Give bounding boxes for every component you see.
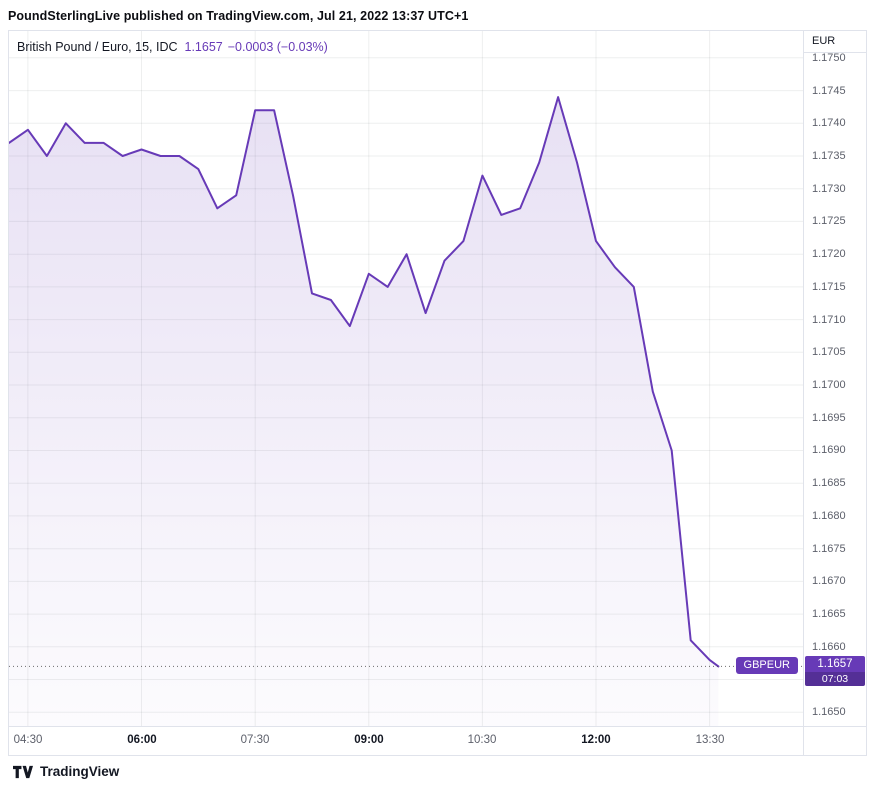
area-fill (9, 97, 719, 726)
price-tick-label: 1.1705 (812, 346, 846, 358)
price-tick-label: 1.1695 (812, 412, 846, 424)
footer: TradingView (0, 756, 875, 787)
plot-area[interactable]: British Pound / Euro, 15, IDC 1.1657 −0.00… (9, 31, 803, 727)
price-tick-label: 1.1690 (812, 444, 846, 456)
symbol-price-label: GBPEUR (735, 657, 798, 674)
time-tick-label: 09:00 (354, 734, 384, 746)
chart-svg (9, 31, 803, 726)
time-tick-label: 10:30 (467, 734, 497, 746)
price-tick-label: 1.1665 (812, 608, 846, 620)
legend-last-price: 1.1657 (184, 40, 223, 54)
price-tick-label: 1.1740 (812, 117, 846, 129)
price-tick-label: 1.1700 (812, 379, 846, 391)
price-line-series (9, 96, 720, 668)
time-tick-label: 04:30 (13, 734, 43, 746)
price-tick-label: 1.1715 (812, 281, 846, 293)
attribution-text: PoundSterlingLive published on TradingVi… (8, 9, 469, 23)
time-tick-label: 07:30 (240, 734, 270, 746)
time-tick-label: 13:30 (695, 734, 725, 746)
price-tick-label: 1.1685 (812, 477, 846, 489)
attribution-header: PoundSterlingLive published on TradingVi… (0, 0, 875, 30)
time-tick-label: 06:00 (127, 734, 157, 746)
price-tick-label: 1.1750 (812, 52, 846, 64)
price-tick-label: 1.1670 (812, 575, 846, 587)
axis-corner (804, 727, 866, 754)
chart-left-column: British Pound / Euro, 15, IDC 1.1657 −0.00… (9, 31, 803, 755)
symbol-title[interactable]: British Pound / Euro, 15, IDC (17, 40, 178, 54)
price-tick-label: 1.1710 (812, 314, 846, 326)
price-tick-label: 1.1660 (812, 641, 846, 653)
last-price-badge: 1.1657 07:03 (805, 656, 865, 686)
price-tick-label: 1.1680 (812, 510, 846, 522)
price-tick-label: 1.1725 (812, 215, 846, 227)
time-tick-label: 12:00 (581, 734, 611, 746)
countdown-timer: 07:03 (805, 672, 865, 686)
time-axis[interactable]: 04:30 06:00 07:30 09:00 10:30 12:00 13:30 (9, 727, 803, 754)
last-price-value: 1.1657 (817, 658, 853, 670)
tradingview-brand[interactable]: TradingView (40, 764, 120, 779)
chart-container: British Pound / Euro, 15, IDC 1.1657 −0.00… (8, 30, 867, 756)
tradingview-logo-icon[interactable] (13, 765, 33, 779)
chart-right-column: EUR 1.1657 07:03 1.1750 1.1745 1.1740 1.173… (803, 31, 866, 755)
legend-change: −0.0003 (−0.03%) (227, 40, 328, 54)
price-tick-label: 1.1735 (812, 150, 846, 162)
price-tick-label: 1.1650 (812, 706, 846, 718)
currency-label: EUR (804, 31, 866, 53)
price-tick-label: 1.1745 (812, 85, 846, 97)
price-tick-label: 1.1675 (812, 543, 846, 555)
price-tick-label: 1.1720 (812, 248, 846, 260)
price-tick-label: 1.1730 (812, 183, 846, 195)
price-axis[interactable]: EUR 1.1657 07:03 1.1750 1.1745 1.1740 1.173… (804, 31, 866, 727)
legend: British Pound / Euro, 15, IDC 1.1657 −0.00… (17, 40, 328, 54)
